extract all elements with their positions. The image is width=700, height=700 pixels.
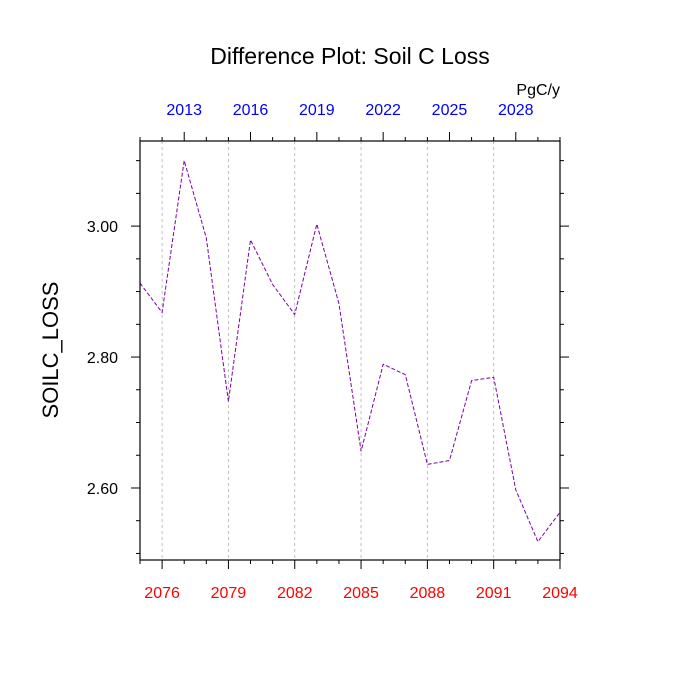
top-tick-label: 2025 (432, 102, 468, 119)
y-tick-label: 2.60 (87, 481, 118, 498)
top-tick-label: 2013 (166, 102, 202, 119)
axis-ticks (131, 132, 569, 569)
plot-frame (139, 140, 561, 561)
x-tick-label: 2085 (343, 585, 379, 602)
top-tick-label: 2022 (365, 102, 401, 119)
x-tick-label: 2076 (144, 585, 180, 602)
unit-label: PgC/y (516, 82, 560, 99)
series-line (139, 160, 561, 543)
x-tick-label: 2091 (476, 585, 512, 602)
tick-labels: 2076 2079 2082 2085 2088 2091 2094 2013 2016 2019… (87, 102, 578, 602)
x-tick-label: 2079 (211, 585, 247, 602)
top-tick-label: 2016 (233, 102, 269, 119)
y-tick-label: 3.00 (87, 219, 118, 236)
x-tick-label: 2082 (277, 585, 313, 602)
chart-title: Difference Plot: Soil C Loss (210, 43, 490, 69)
y-tick-label: 2.80 (87, 350, 118, 367)
x-tick-label: 2088 (410, 585, 446, 602)
top-tick-label: 2028 (498, 102, 534, 119)
y-axis-label: SOILC_LOSS (38, 282, 63, 419)
series-layer (139, 160, 561, 543)
top-tick-label: 2019 (299, 102, 335, 119)
x-tick-label: 2094 (542, 585, 578, 602)
